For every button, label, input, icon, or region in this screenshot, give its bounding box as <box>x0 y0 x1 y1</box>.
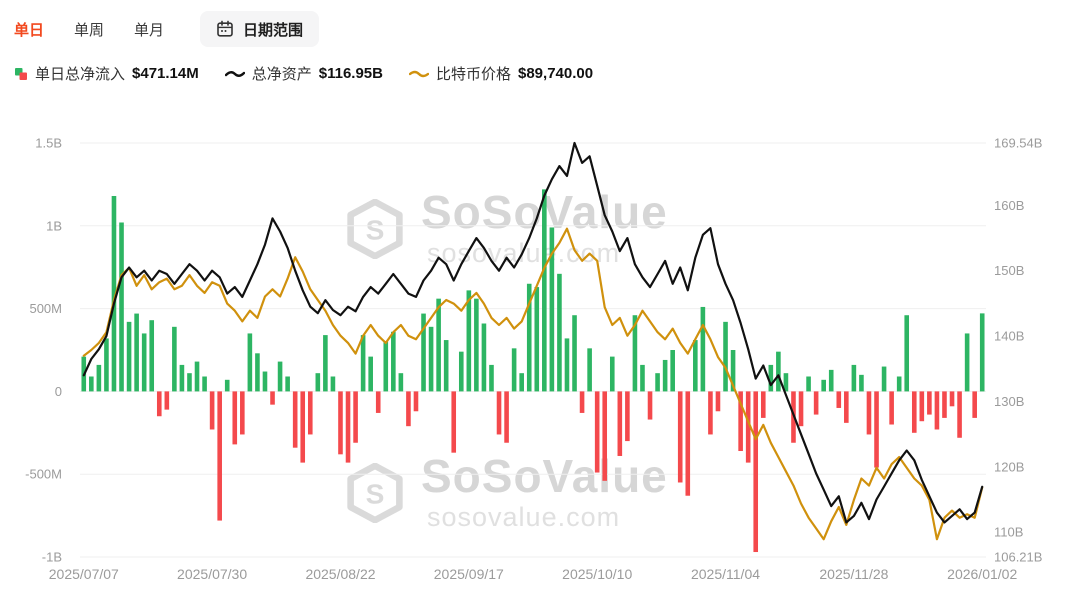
svg-text:1B: 1B <box>46 218 62 233</box>
svg-text:0: 0 <box>55 384 62 399</box>
svg-text:2025/08/22: 2025/08/22 <box>305 566 375 582</box>
inflow-bars-icon <box>15 67 27 80</box>
svg-text:2025/10/10: 2025/10/10 <box>562 566 632 582</box>
calendar-icon <box>217 20 233 37</box>
svg-text:500M: 500M <box>29 301 62 316</box>
tab-monthly[interactable]: 单月 <box>134 21 165 39</box>
svg-text:110B: 110B <box>994 525 1023 540</box>
legend-label: 比特币价格 <box>435 66 511 83</box>
svg-text:-500M: -500M <box>25 467 62 482</box>
legend-label: 总净资产 <box>251 66 312 83</box>
legend-btc-price[interactable]: 比特币价格 $89,740.00 <box>408 63 594 84</box>
svg-text:2025/11/04: 2025/11/04 <box>691 566 760 582</box>
period-tabs: 单日 单周 单月 <box>14 19 164 40</box>
svg-text:-1B: -1B <box>42 550 62 565</box>
legend-label: 单日总净流入 <box>35 66 126 83</box>
chart-legend: 单日总净流入 $471.14M 总净资产 $116.95B 比特币价格 $89,… <box>14 63 593 84</box>
svg-text:160B: 160B <box>994 198 1024 213</box>
svg-text:2025/09/17: 2025/09/17 <box>434 566 504 582</box>
svg-text:150B: 150B <box>994 263 1024 278</box>
svg-text:140B: 140B <box>994 329 1024 344</box>
date-range-label: 日期范围 <box>243 21 304 39</box>
svg-text:1.5B: 1.5B <box>35 136 62 151</box>
date-range-button[interactable]: 日期范围 <box>200 11 320 47</box>
tab-daily[interactable]: 单日 <box>14 21 45 39</box>
svg-text:2025/07/07: 2025/07/07 <box>49 566 119 582</box>
chart-svg[interactable]: 1.5B 1B 500M 0 -500M -1B 169.54B 160B 150B 140B 13… <box>0 100 1069 602</box>
toolbar: 单日 单周 单月 日期范围 <box>14 10 1055 48</box>
svg-text:120B: 120B <box>994 459 1024 474</box>
legend-total-net-assets[interactable]: 总净资产 $116.95B <box>224 63 383 84</box>
btc-line-icon <box>408 70 429 77</box>
svg-text:106.21B: 106.21B <box>994 550 1042 565</box>
chart-area: S SoSoValue sosovalue.com S SoSoValue so… <box>0 100 1069 602</box>
svg-text:2025/11/28: 2025/11/28 <box>819 566 888 582</box>
svg-text:169.54B: 169.54B <box>994 136 1042 151</box>
legend-value: $116.95B <box>318 65 383 82</box>
svg-text:2026/01/02: 2026/01/02 <box>947 566 1017 582</box>
svg-text:130B: 130B <box>994 394 1024 409</box>
assets-line-icon <box>224 70 245 77</box>
svg-text:2025/07/30: 2025/07/30 <box>177 566 247 582</box>
legend-value: $471.14M <box>132 65 199 82</box>
tab-weekly[interactable]: 单周 <box>74 21 105 39</box>
legend-daily-net-inflow[interactable]: 单日总净流入 $471.14M <box>14 63 199 84</box>
legend-value: $89,740.00 <box>518 65 594 82</box>
